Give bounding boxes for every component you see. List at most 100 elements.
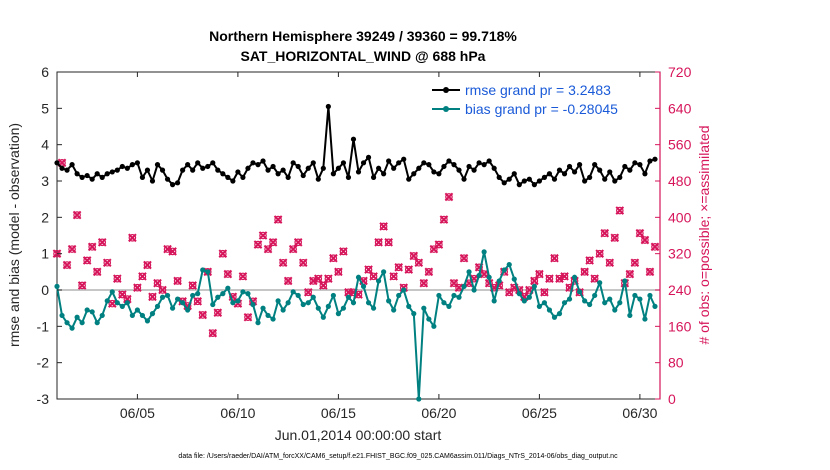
rmse-point bbox=[546, 171, 553, 177]
obs-assimilated-point bbox=[329, 253, 338, 263]
bias-point bbox=[446, 303, 452, 309]
obs-assimilated-stroke bbox=[374, 238, 383, 247]
obs-assimilated-stroke bbox=[118, 290, 127, 299]
bias-point bbox=[546, 307, 553, 313]
rmse-point bbox=[466, 163, 472, 170]
obs-assimilated-stroke bbox=[263, 244, 273, 254]
obs-assimilated-point bbox=[263, 244, 273, 254]
rmse-point bbox=[350, 136, 357, 142]
obs-possible-point bbox=[128, 233, 137, 242]
bias-point bbox=[260, 305, 266, 311]
rmse-point bbox=[461, 176, 467, 182]
obs-assimilated-point bbox=[293, 238, 303, 247]
rmse-point bbox=[571, 169, 578, 175]
obs-assimilated-point bbox=[439, 215, 449, 224]
obs-possible-point bbox=[158, 286, 167, 294]
rmse-point bbox=[89, 176, 95, 182]
bias-point bbox=[577, 289, 583, 295]
bias-point bbox=[637, 296, 643, 302]
obs-possible-point bbox=[299, 258, 308, 267]
obs-assimilated-stroke bbox=[273, 215, 283, 224]
obs-assimilated-stroke bbox=[278, 258, 288, 268]
rmse-point bbox=[506, 176, 512, 182]
rmse-point bbox=[74, 171, 80, 177]
rmse-point bbox=[335, 165, 341, 171]
bias-point bbox=[310, 294, 316, 300]
bias-point bbox=[571, 274, 578, 280]
rmse-point bbox=[627, 167, 633, 173]
bias-point bbox=[74, 314, 80, 320]
bias-point bbox=[471, 287, 477, 293]
legend-rmse-label: rmse grand pr = 3.2483 bbox=[465, 82, 611, 98]
obs-assimilated-point bbox=[560, 272, 569, 281]
obs-possible-point bbox=[188, 281, 197, 290]
rmse-point bbox=[561, 171, 568, 177]
bias-point bbox=[511, 276, 517, 282]
rmse-point bbox=[225, 174, 231, 180]
plot-area bbox=[56, 71, 661, 400]
rmse-point bbox=[250, 160, 256, 166]
obs-possible-point bbox=[605, 258, 614, 267]
bias-point bbox=[139, 312, 146, 319]
right-tick-label: 560 bbox=[668, 137, 692, 153]
rmse-point bbox=[632, 160, 638, 166]
obs-possible-point bbox=[98, 238, 107, 247]
right-axis: 0 80 160 240 320 400 480 560 640 720 bbox=[655, 64, 692, 407]
obs-assimilated-point bbox=[97, 238, 107, 247]
obs-assimilated-stroke bbox=[610, 233, 620, 243]
rmse-point bbox=[325, 103, 331, 110]
rmse-point bbox=[340, 160, 347, 166]
obs-assimilated-stroke bbox=[133, 283, 142, 293]
obs-assimilated-stroke bbox=[600, 228, 610, 238]
bias-point bbox=[190, 292, 196, 299]
bias-point bbox=[59, 312, 65, 319]
obs-assimilated-stroke bbox=[238, 272, 248, 281]
bias-point bbox=[360, 283, 367, 289]
obs-assimilated-stroke bbox=[138, 272, 147, 281]
right-tick-label: 480 bbox=[668, 173, 692, 189]
bias-point bbox=[561, 300, 568, 306]
bias-point bbox=[119, 303, 125, 309]
rmse-point bbox=[134, 160, 140, 166]
rmse-point bbox=[381, 171, 387, 177]
rmse-point bbox=[587, 174, 593, 180]
obs-assimilated-stroke bbox=[258, 231, 268, 240]
bias-point bbox=[129, 312, 135, 319]
rmse-point bbox=[370, 174, 377, 180]
x-tick-label: 06/20 bbox=[421, 405, 456, 421]
bias-point bbox=[627, 312, 633, 319]
obs-assimilated-point bbox=[168, 247, 177, 256]
obs-assimilated-stroke bbox=[339, 247, 348, 256]
obs-possible-point bbox=[148, 293, 157, 301]
bias-point bbox=[401, 287, 407, 293]
bias-point bbox=[89, 309, 95, 315]
bias-point bbox=[501, 267, 507, 273]
bias-point bbox=[205, 269, 211, 275]
rmse-point bbox=[426, 162, 432, 168]
x-tick-label: 06/05 bbox=[120, 405, 155, 421]
left-tick-label: 5 bbox=[41, 100, 49, 116]
rmse-point bbox=[391, 165, 397, 171]
rmse-point bbox=[491, 165, 497, 171]
obs-possible-point bbox=[460, 254, 468, 263]
obs-assimilated-stroke bbox=[424, 267, 434, 277]
rmse-point bbox=[345, 174, 352, 180]
obs-possible-point bbox=[143, 261, 152, 269]
bias-point bbox=[491, 298, 497, 304]
obs-assimilated-stroke bbox=[92, 267, 102, 277]
obs-assimilated-stroke bbox=[409, 251, 419, 261]
bias-point bbox=[426, 316, 432, 322]
obs-possible-point bbox=[450, 279, 458, 287]
bias-point bbox=[652, 303, 658, 309]
obs-assimilated-point bbox=[92, 267, 102, 277]
bias-point bbox=[556, 311, 563, 317]
obs-possible-point bbox=[133, 283, 142, 292]
rmse-point bbox=[180, 167, 186, 173]
rmse-point bbox=[476, 160, 482, 166]
obs-possible-point bbox=[404, 265, 413, 274]
legend-rmse-marker bbox=[443, 87, 449, 93]
obs-assimilated-point bbox=[283, 276, 293, 286]
rmse-point bbox=[320, 165, 326, 171]
obs-assimilated-stroke bbox=[444, 192, 454, 202]
